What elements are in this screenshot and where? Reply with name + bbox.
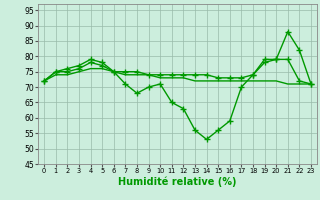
X-axis label: Humidité relative (%): Humidité relative (%) [118,177,237,187]
